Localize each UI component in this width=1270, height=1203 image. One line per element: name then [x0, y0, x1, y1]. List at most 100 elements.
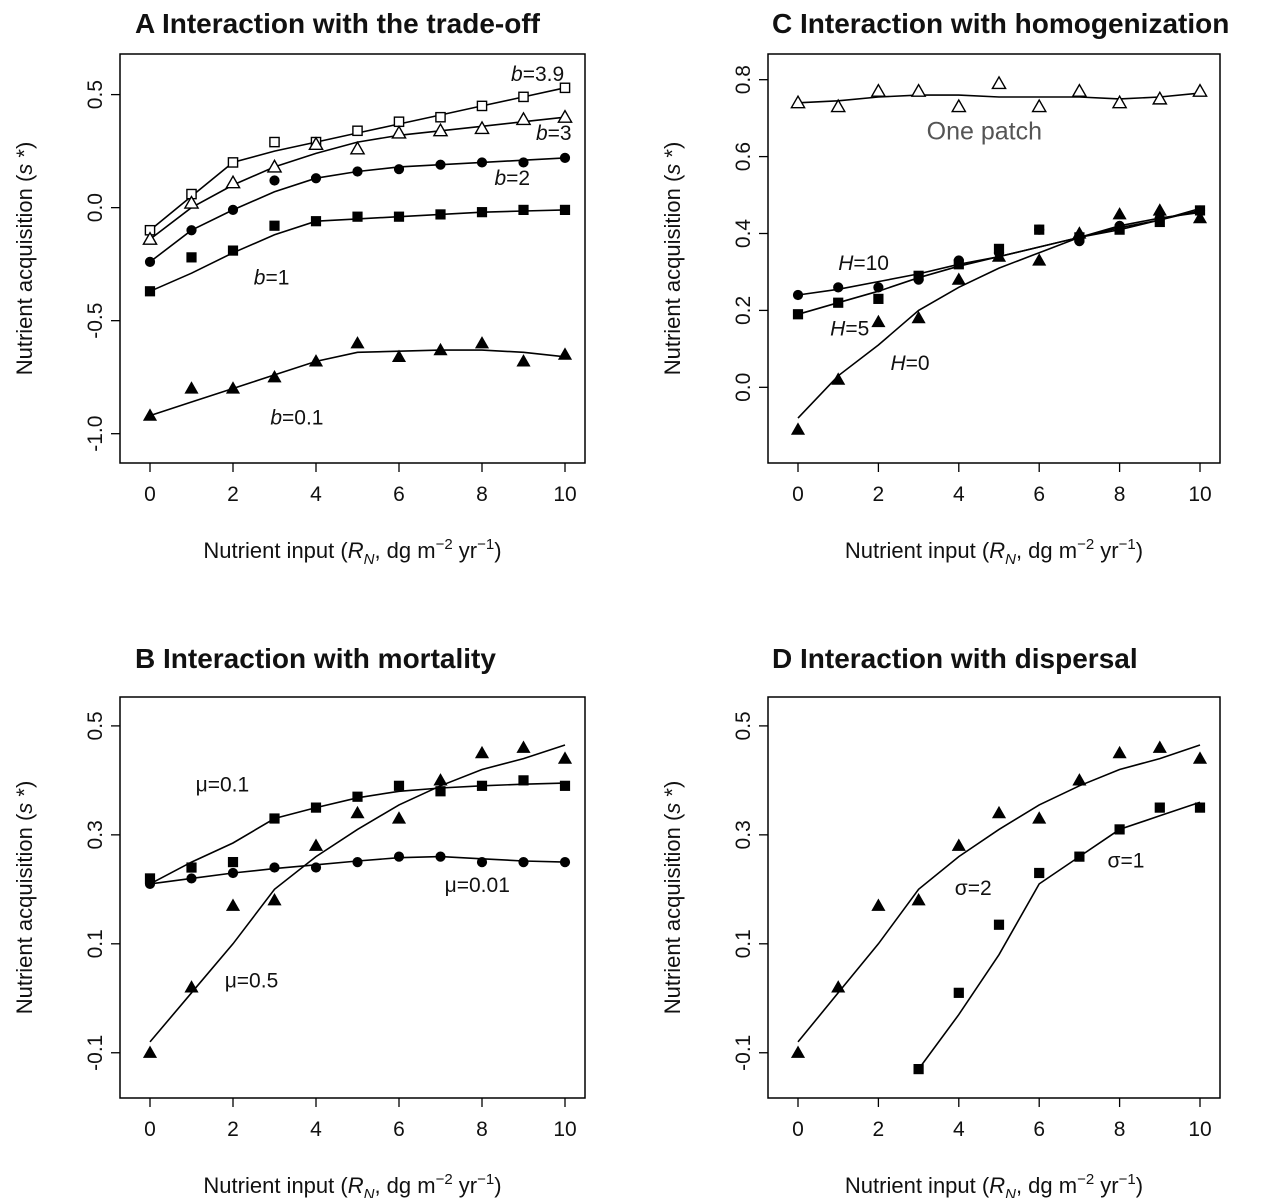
data-point [394, 852, 403, 861]
series-line [798, 212, 1200, 418]
data-point [872, 899, 884, 910]
data-point [1113, 208, 1125, 219]
data-point [187, 226, 196, 235]
x-tick-label: 8 [476, 1118, 488, 1141]
data-point [434, 774, 446, 785]
y-tick-label: 0.0 [732, 373, 755, 402]
series-0 [792, 741, 1206, 1057]
x-tick-label: 4 [310, 1118, 322, 1141]
data-point [353, 857, 362, 866]
y-axis-label: Nutrient acquisition (s *) [12, 781, 37, 1015]
annotation-label: b=0.1 [270, 407, 323, 430]
data-point [353, 792, 362, 801]
data-point [228, 205, 237, 214]
annotation-label: b=3 [536, 122, 572, 145]
data-point [311, 174, 320, 183]
data-point [1075, 852, 1084, 861]
data-point [994, 920, 1003, 929]
data-point [228, 158, 237, 167]
series-4 [144, 337, 571, 420]
data-point [145, 879, 154, 888]
data-point [270, 137, 279, 146]
data-point [952, 100, 965, 112]
data-point [559, 752, 571, 763]
panel-title: C Interaction with homogenization [772, 8, 1229, 39]
data-point [311, 217, 320, 226]
data-point [228, 246, 237, 255]
data-point [187, 253, 196, 262]
data-point [434, 344, 446, 355]
data-point [793, 310, 802, 319]
data-point [1193, 85, 1206, 97]
data-point [560, 857, 569, 866]
y-tick-label: 0.2 [732, 296, 755, 325]
data-point [270, 814, 279, 823]
data-point [519, 205, 528, 214]
y-tick-label: 0.5 [84, 80, 107, 109]
data-point [477, 101, 486, 110]
annotation-label: b=1 [254, 266, 290, 289]
data-point [393, 351, 405, 362]
data-point [1155, 803, 1164, 812]
annotation-label: One patch [927, 117, 1042, 145]
x-tick-label: 2 [873, 1118, 885, 1141]
data-point [519, 158, 528, 167]
data-point [954, 260, 963, 269]
y-tick-label: 0.3 [84, 820, 107, 849]
data-point [311, 803, 320, 812]
x-tick-label: 10 [553, 483, 576, 506]
data-point [519, 92, 528, 101]
data-point [1033, 812, 1045, 823]
x-tick-label: 4 [310, 483, 322, 506]
data-point [392, 126, 405, 138]
data-point [144, 1047, 156, 1058]
data-point [793, 290, 802, 299]
data-point [394, 212, 403, 221]
y-tick-label: 0.1 [732, 929, 755, 958]
annotation-label: μ=0.5 [225, 969, 279, 992]
data-point [1035, 868, 1044, 877]
data-point [874, 294, 883, 303]
data-point [834, 283, 843, 292]
annotation-label: b=2 [494, 167, 530, 190]
data-point [992, 77, 1005, 89]
data-point [226, 176, 239, 188]
data-point [351, 807, 363, 818]
data-point [436, 160, 445, 169]
data-point [145, 257, 154, 266]
x-tick-label: 2 [227, 483, 239, 506]
x-tick-label: 4 [953, 1118, 965, 1141]
data-point [517, 113, 530, 125]
x-tick-label: 0 [144, 483, 156, 506]
data-point [1154, 741, 1166, 752]
x-tick-label: 0 [144, 1118, 156, 1141]
data-point [1194, 752, 1206, 763]
series-0 [791, 77, 1206, 112]
data-point [914, 1065, 923, 1074]
x-tick-label: 0 [792, 483, 804, 506]
plot-frame [768, 697, 1220, 1098]
data-point [476, 747, 488, 758]
data-point [519, 857, 528, 866]
data-point [351, 337, 363, 348]
data-point [227, 899, 239, 910]
series-line [150, 350, 565, 416]
y-axis-label: Nutrient acquisition (s *) [660, 142, 685, 376]
data-point [353, 167, 362, 176]
data-point [1035, 225, 1044, 234]
x-tick-label: 8 [1114, 1118, 1126, 1141]
data-point [953, 840, 965, 851]
series-3 [145, 205, 569, 296]
data-point [477, 158, 486, 167]
data-point [270, 176, 279, 185]
y-tick-label: 0.8 [732, 65, 755, 94]
data-point [477, 857, 486, 866]
x-axis-label: Nutrient input (RN, dg m−2 yr−1) [845, 536, 1143, 568]
y-tick-label: 0.4 [732, 219, 755, 249]
annotation-label: μ=0.1 [196, 773, 250, 796]
data-point [519, 776, 528, 785]
annotation-label: H=5 [830, 317, 869, 340]
data-point [476, 337, 488, 348]
data-point [187, 874, 196, 883]
